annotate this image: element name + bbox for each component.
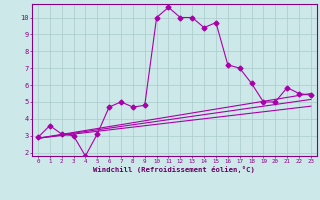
X-axis label: Windchill (Refroidissement éolien,°C): Windchill (Refroidissement éolien,°C): [93, 166, 255, 173]
